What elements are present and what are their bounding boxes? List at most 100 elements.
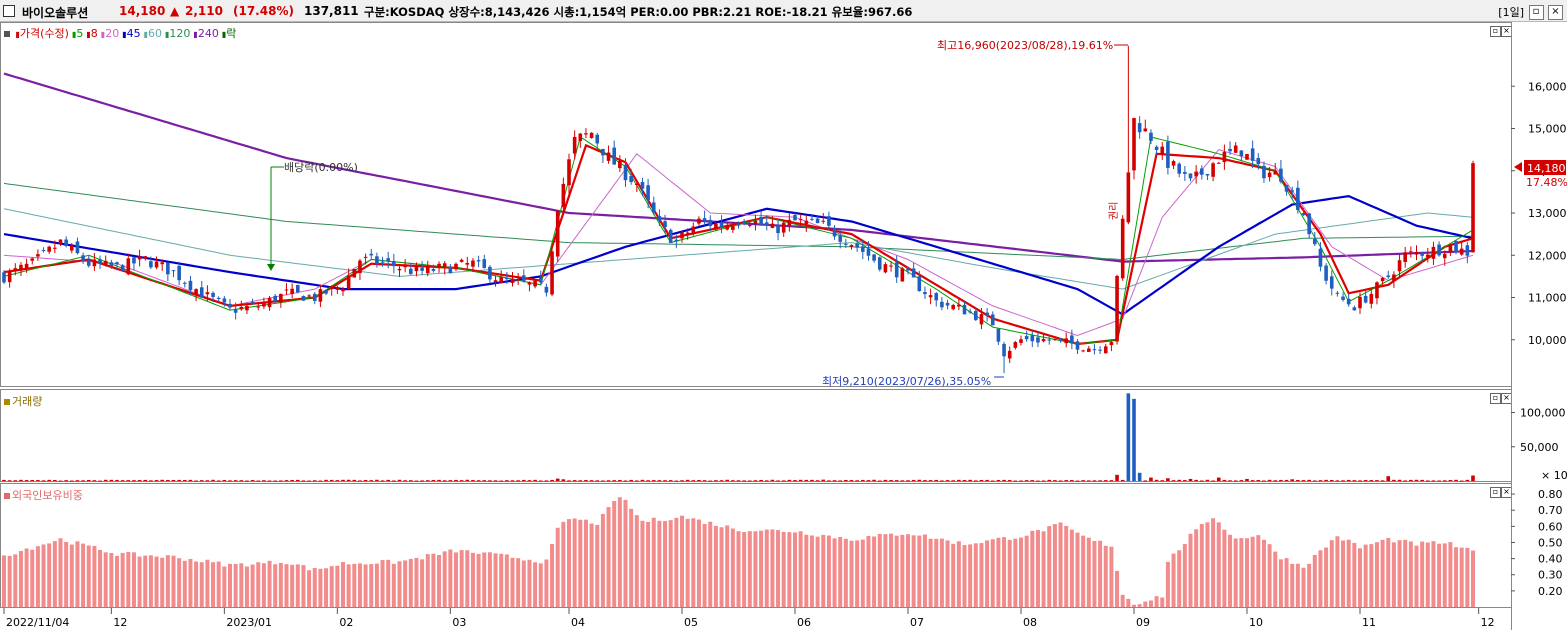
volume-bar (120, 480, 125, 482)
volume-bar (1279, 479, 1283, 481)
candle-body (1346, 298, 1351, 305)
foreign-ratio-bar (414, 557, 419, 607)
foreign-ratio-bar (674, 517, 679, 607)
legend-item[interactable]: ▮20 (101, 27, 119, 40)
candle-body (527, 282, 532, 285)
legend-item[interactable]: ▮락 (222, 27, 237, 40)
foreign-panel-minimize-button[interactable]: ▫ (1490, 487, 1501, 498)
candle-body (476, 260, 481, 262)
close-button[interactable]: × (1548, 4, 1563, 20)
foreign-ratio-bar (934, 538, 939, 607)
candle-body (1222, 151, 1227, 163)
foreign-ratio-bar (1261, 539, 1266, 607)
volume-bar (612, 480, 616, 482)
panel-handle-icon[interactable] (4, 399, 10, 405)
legend-item[interactable]: ▮8 (86, 27, 97, 40)
legend-item[interactable]: ▮5 (72, 27, 83, 40)
foreign-ratio-bar (228, 563, 232, 607)
volume-bar (437, 479, 441, 481)
volume-bar (827, 480, 831, 482)
foreign-ratio-bar (1188, 533, 1193, 607)
foreign-ratio-bar (742, 532, 747, 607)
candle-body (1216, 162, 1221, 164)
foreign-ratio-bar (708, 521, 713, 607)
foreign-ratio-bar (1425, 542, 1430, 607)
volume-bar (1465, 479, 1470, 481)
candle-body (1273, 170, 1278, 175)
candle-body (629, 175, 633, 183)
panel-handle-icon[interactable] (4, 493, 10, 499)
foreign-ratio-bar (962, 545, 967, 607)
candle-body (493, 280, 498, 283)
candle-body (115, 262, 119, 265)
volume-bar (1284, 479, 1289, 481)
candle-body (544, 286, 549, 293)
header-controls: [1일] ▫ × (1498, 4, 1563, 20)
foreign-ratio-bar (47, 543, 52, 607)
volume-panel-minimize-button[interactable]: ▫ (1490, 393, 1501, 404)
legend-item[interactable]: ▮120 (165, 27, 190, 40)
period-selector[interactable]: [1일] (1498, 6, 1524, 19)
legend-item[interactable]: ▮60 (144, 27, 162, 40)
volume-bar (674, 480, 679, 482)
select-checkbox[interactable] (3, 5, 15, 17)
stock-header-bar: 바이오솔루션 14,180 ▲ 2,110 (17.48%) 137,811 구… (0, 0, 1567, 22)
foreign-ratio-bar (103, 552, 108, 607)
legend-item[interactable]: ▮240 (193, 27, 218, 40)
candle-body (1324, 265, 1328, 281)
candle-body (889, 265, 893, 267)
foreign-ratio-bar (391, 563, 396, 607)
volume-y-tick-label: 100,000 (1520, 407, 1566, 420)
foreign-ratio-bar (1448, 542, 1453, 607)
candle-body (41, 250, 46, 252)
foreign-ratio-bar (75, 541, 80, 607)
legend-item[interactable]: ▮가격(수정) (16, 27, 69, 40)
volume-bar (979, 479, 984, 481)
foreign-ratio-bar (442, 551, 447, 607)
price-panel-minimize-button[interactable]: ▫ (1490, 26, 1501, 37)
foreign-ratio-bar (1420, 541, 1425, 607)
candle-body (934, 293, 939, 301)
foreign-ratio-bar (956, 541, 961, 607)
candle-body (877, 257, 882, 270)
volume-bar (759, 479, 763, 481)
volume-unit-label: × 10 (1541, 469, 1567, 482)
volume-bar (1211, 480, 1215, 482)
volume-bar (657, 480, 662, 482)
candle-body (1279, 168, 1283, 182)
panel-handle-icon[interactable] (4, 31, 10, 37)
restore-button[interactable]: ▫ (1528, 4, 1544, 20)
legend-swatch-icon: ▮ (221, 30, 227, 39)
volume-bar (1013, 480, 1018, 482)
candle-body (1437, 244, 1441, 256)
candle-body (64, 239, 68, 247)
foreign-ratio-bar (736, 531, 741, 607)
foreign-ratio-bar (1024, 535, 1029, 607)
volume-bar (86, 479, 91, 481)
foreign-ratio-bar (1007, 539, 1012, 607)
foreign-ratio-bar (284, 564, 289, 607)
candle-body (279, 293, 283, 303)
candle-body (589, 132, 594, 139)
foreign-ratio-bar (939, 538, 944, 607)
volume-bar (990, 480, 995, 482)
volume-bar (584, 480, 588, 482)
volume-bar (1375, 480, 1379, 482)
foreign-ratio-bar (1346, 539, 1351, 607)
volume-bar (764, 480, 769, 482)
volume-bar (250, 480, 255, 482)
chart-canvas[interactable]: 10,00011,00012,00013,00014,00015,00016,0… (0, 22, 1567, 630)
volume-bar (1222, 479, 1227, 481)
candle-body (1064, 338, 1068, 344)
foreign-ratio-bar (115, 555, 119, 607)
volume-bar (98, 480, 102, 482)
foreign-ratio-bar (544, 559, 549, 607)
legend-item[interactable]: ▮45 (122, 27, 140, 40)
volume-bar (1081, 480, 1085, 482)
foreign-ratio-bar (1245, 538, 1249, 607)
stock-name: 바이오솔루션 (22, 6, 89, 20)
x-tick-label: 10 (1249, 616, 1263, 629)
foreign-ratio-bar (1052, 524, 1057, 607)
volume-bar (1002, 479, 1006, 481)
foreign-ratio-bar (239, 563, 244, 607)
